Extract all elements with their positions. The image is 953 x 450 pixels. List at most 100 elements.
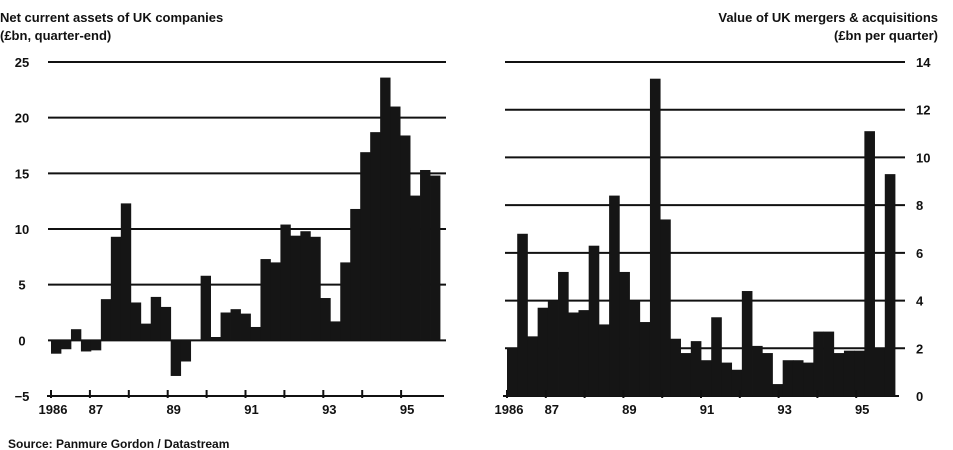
bar bbox=[230, 309, 241, 341]
x-tick-label: 91 bbox=[244, 402, 258, 417]
bar bbox=[260, 259, 271, 341]
y-tick-label: 10 bbox=[916, 150, 930, 165]
x-tick-label: 91 bbox=[700, 402, 714, 417]
bar bbox=[752, 345, 763, 396]
x-tick-label: 1986 bbox=[39, 402, 68, 417]
x-tick-label: 87 bbox=[89, 402, 103, 417]
bar bbox=[843, 350, 855, 396]
bar bbox=[854, 350, 865, 396]
y-tick-label: 5 bbox=[18, 278, 25, 293]
right-chart-title: Value of UK mergers & acquisitions bbox=[718, 10, 938, 25]
bar bbox=[874, 348, 886, 396]
y-tick-label: 0 bbox=[916, 389, 923, 404]
bar bbox=[370, 132, 381, 341]
bar bbox=[220, 312, 231, 341]
bar bbox=[410, 195, 421, 341]
bar bbox=[537, 307, 549, 396]
bar bbox=[649, 78, 661, 396]
left-chart-title: Net current assets of UK companies bbox=[0, 10, 223, 25]
bar bbox=[711, 317, 722, 396]
bar bbox=[350, 208, 361, 341]
bar bbox=[598, 324, 610, 396]
y-tick-label: 2 bbox=[916, 341, 923, 356]
bar bbox=[813, 331, 824, 396]
bar bbox=[588, 245, 600, 396]
bar bbox=[629, 300, 641, 396]
y-tick-label: 20 bbox=[15, 111, 29, 126]
bar bbox=[330, 321, 341, 341]
left-chart: −5 0 5 10 15 20 25 1986 87 89 91 93 95 bbox=[15, 55, 446, 417]
x-tick-label: 95 bbox=[855, 402, 869, 417]
bar bbox=[280, 224, 291, 341]
bar bbox=[578, 310, 590, 396]
bar bbox=[420, 169, 431, 341]
bar bbox=[200, 275, 211, 341]
bar bbox=[721, 362, 733, 396]
bar bbox=[731, 369, 743, 396]
y-tick-label: 0 bbox=[18, 333, 25, 348]
bar bbox=[803, 362, 814, 396]
x-tick-label: 89 bbox=[166, 402, 180, 417]
y-tick-label: 10 bbox=[15, 222, 29, 237]
bar bbox=[762, 353, 773, 396]
right-chart-subtitle: (£bn per quarter) bbox=[834, 28, 938, 43]
bar bbox=[517, 233, 528, 396]
bar bbox=[80, 340, 92, 352]
bar bbox=[70, 329, 82, 341]
bar bbox=[270, 262, 281, 341]
bar bbox=[310, 236, 321, 341]
bar bbox=[547, 300, 559, 396]
bar bbox=[527, 336, 539, 396]
y-tick-label: 6 bbox=[916, 246, 923, 261]
bar bbox=[320, 298, 331, 341]
x-tick-label: 1986 bbox=[495, 402, 524, 417]
bar bbox=[833, 353, 845, 396]
bar bbox=[609, 195, 620, 396]
bar bbox=[507, 348, 518, 396]
bar bbox=[120, 203, 132, 341]
bar bbox=[100, 299, 112, 341]
bar bbox=[639, 322, 651, 396]
bar bbox=[140, 323, 152, 341]
bar bbox=[741, 291, 753, 396]
y-tick-label: 14 bbox=[916, 55, 931, 70]
bar bbox=[60, 340, 72, 350]
bar bbox=[380, 77, 391, 341]
bar bbox=[240, 313, 251, 341]
bar bbox=[110, 236, 122, 341]
source-note: Source: Panmure Gordon / Datastream bbox=[8, 437, 229, 450]
bar bbox=[340, 262, 351, 341]
bar bbox=[558, 271, 569, 396]
left-chart-subtitle: (£bn, quarter-end) bbox=[0, 28, 111, 43]
bar bbox=[160, 306, 172, 341]
bar bbox=[701, 360, 712, 396]
x-tick-label: 87 bbox=[545, 402, 559, 417]
bar bbox=[400, 135, 411, 341]
bar bbox=[190, 340, 202, 341]
y-tick-label: 8 bbox=[916, 198, 923, 213]
bar bbox=[150, 296, 162, 341]
bar bbox=[670, 338, 681, 396]
bar bbox=[884, 174, 896, 396]
bar bbox=[680, 353, 692, 396]
right-chart: 0 2 4 6 8 10 12 14 1986 87 89 91 93 95 bbox=[495, 55, 932, 417]
y-tick-label: 25 bbox=[15, 55, 29, 70]
bar bbox=[782, 360, 794, 396]
bar bbox=[864, 131, 875, 396]
bar bbox=[170, 340, 182, 376]
bar bbox=[250, 326, 261, 341]
bar bbox=[360, 152, 371, 341]
y-tick-label: 4 bbox=[916, 294, 924, 309]
y-tick-label: 12 bbox=[916, 103, 930, 118]
bar bbox=[660, 219, 671, 396]
bar bbox=[390, 106, 401, 341]
bar bbox=[792, 360, 804, 396]
bar bbox=[51, 340, 62, 354]
bar bbox=[619, 271, 630, 396]
x-tick-label: 89 bbox=[622, 402, 636, 417]
x-tick-label: 95 bbox=[400, 402, 414, 417]
bar bbox=[430, 175, 441, 341]
bar bbox=[210, 336, 221, 341]
y-tick-label: 15 bbox=[15, 166, 29, 181]
